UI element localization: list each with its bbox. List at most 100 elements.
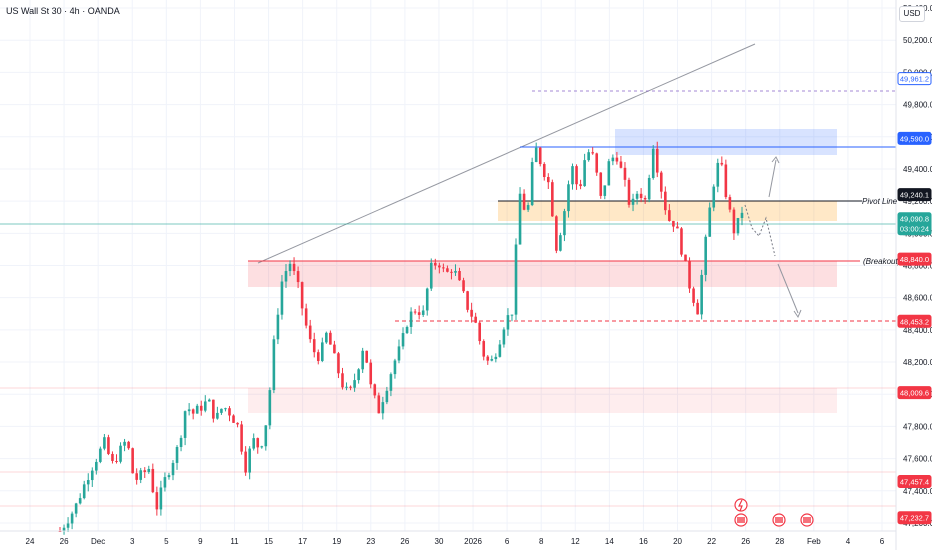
candle-up bbox=[401, 333, 405, 347]
candle-down bbox=[300, 282, 304, 309]
time-tick-label: 11 bbox=[230, 537, 239, 546]
candle-down bbox=[575, 166, 578, 185]
candle-up bbox=[571, 166, 574, 185]
candle-up bbox=[393, 360, 397, 375]
candle-up bbox=[651, 148, 655, 178]
candle-up bbox=[216, 412, 219, 419]
candle-up bbox=[611, 157, 615, 162]
price-tick-label: 47,400.0 bbox=[903, 487, 932, 496]
time-axis[interactable]: 24 26 Dec 3 5 9 11 15 17 19 23 26 30 2026 6 8 12 14 16 20 22… bbox=[26, 537, 885, 546]
candle-down bbox=[292, 263, 296, 272]
candle-down bbox=[107, 437, 110, 454]
candle-down bbox=[458, 270, 461, 281]
candle-up bbox=[248, 448, 251, 473]
candle-down bbox=[599, 172, 603, 196]
candle-up bbox=[103, 437, 106, 449]
candle-down bbox=[732, 209, 736, 234]
candle-down bbox=[591, 152, 594, 154]
candle-down bbox=[655, 148, 659, 173]
candle-down bbox=[462, 280, 465, 292]
candle-down bbox=[639, 193, 643, 198]
event-markers[interactable] bbox=[734, 498, 814, 527]
candle-up bbox=[607, 161, 611, 186]
time-tick-label: 24 bbox=[26, 537, 35, 546]
grid-lines bbox=[0, 0, 896, 531]
candle-down bbox=[474, 316, 477, 323]
candle-down bbox=[688, 261, 691, 289]
candle-down bbox=[542, 164, 546, 178]
candle-down bbox=[555, 216, 558, 251]
candle-up bbox=[708, 207, 712, 237]
price-badge-label: 49,090.8 bbox=[900, 215, 929, 224]
candle-down bbox=[417, 312, 421, 315]
candle-up bbox=[325, 332, 328, 343]
time-tick-label: 12 bbox=[571, 537, 580, 546]
candle-up bbox=[288, 263, 292, 272]
candle-down bbox=[312, 339, 316, 353]
candle-up bbox=[78, 498, 82, 504]
candle-down bbox=[486, 356, 490, 361]
pivot-line-label: Pivot Line bbox=[862, 197, 898, 206]
candle-up bbox=[518, 193, 522, 245]
candle-up bbox=[361, 350, 364, 370]
candle-down bbox=[349, 386, 352, 388]
candle-down bbox=[151, 468, 155, 493]
candle-down bbox=[551, 182, 554, 217]
candle-down bbox=[696, 302, 699, 315]
bull-projection-arrowhead bbox=[771, 156, 780, 164]
candle-up bbox=[397, 346, 401, 361]
drawing-lines bbox=[0, 43, 896, 507]
candle-down bbox=[115, 460, 118, 462]
candle-down bbox=[664, 191, 667, 211]
candle-down bbox=[615, 157, 619, 162]
candle-up bbox=[631, 198, 635, 205]
candle-up bbox=[171, 462, 175, 476]
candle-up bbox=[183, 411, 187, 438]
time-tick-label: 4 bbox=[846, 537, 851, 546]
candle-up bbox=[95, 461, 98, 471]
candle-up bbox=[272, 339, 276, 391]
price-badge-label: 47,232.7 bbox=[900, 514, 929, 523]
candle-down bbox=[199, 405, 203, 411]
time-tick-label: 30 bbox=[435, 537, 444, 546]
currency-button[interactable]: USD bbox=[899, 6, 925, 22]
candle-down bbox=[365, 350, 368, 363]
candle-up bbox=[276, 314, 280, 340]
candle-up bbox=[421, 310, 425, 315]
candle-up bbox=[405, 326, 409, 334]
candle-up bbox=[454, 270, 457, 273]
candle-down bbox=[522, 193, 526, 210]
price-badge-label: 48,453.2 bbox=[900, 317, 929, 326]
candle-down bbox=[131, 448, 134, 474]
candles bbox=[58, 141, 744, 535]
time-tick-label: 26 bbox=[60, 537, 69, 546]
candle-up bbox=[123, 441, 126, 446]
candle-up bbox=[280, 281, 284, 315]
candle-down bbox=[538, 147, 542, 165]
candle-up bbox=[353, 380, 356, 388]
time-tick-label: 22 bbox=[707, 537, 716, 546]
candle-up bbox=[321, 342, 324, 361]
price-tick-label: 48,400.0 bbox=[903, 326, 932, 335]
price-tick-label: 48,800.0 bbox=[903, 262, 932, 271]
candle-up bbox=[425, 288, 429, 311]
candle-down bbox=[672, 220, 675, 227]
symbol-title[interactable]: US Wall St 30 · 4h · OANDA bbox=[6, 6, 120, 16]
candle-up bbox=[62, 527, 66, 532]
candle-up bbox=[82, 484, 86, 499]
candle-up bbox=[264, 425, 268, 447]
price-badge bbox=[897, 386, 932, 400]
candle-up bbox=[195, 405, 199, 414]
candle-up bbox=[284, 271, 288, 282]
candle-up bbox=[66, 523, 70, 528]
candle-up bbox=[385, 390, 389, 403]
price-badge bbox=[897, 131, 932, 145]
candle-up bbox=[534, 147, 538, 163]
candle-up bbox=[208, 399, 211, 402]
candle-up bbox=[490, 359, 494, 361]
candle-down bbox=[256, 438, 260, 448]
candle-up bbox=[704, 236, 707, 275]
candle-up bbox=[583, 160, 586, 187]
